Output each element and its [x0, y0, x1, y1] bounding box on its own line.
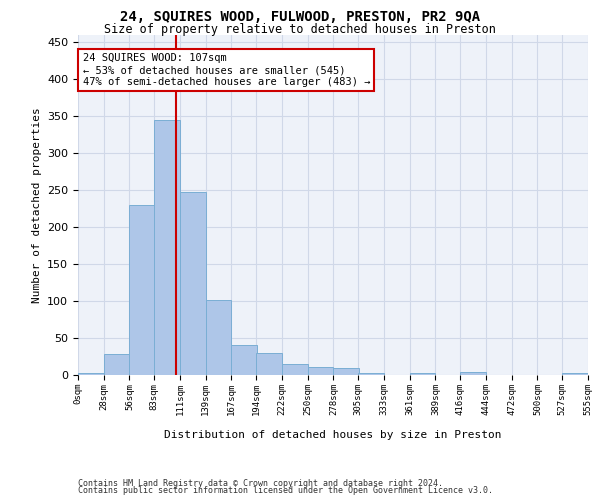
Bar: [460, 372, 486, 375]
Bar: [282, 364, 308, 375]
Bar: [130, 205, 155, 375]
Bar: [206, 300, 232, 375]
Bar: [104, 354, 130, 375]
Text: 24 SQUIRES WOOD: 107sqm
← 53% of detached houses are smaller (545)
47% of semi-d: 24 SQUIRES WOOD: 107sqm ← 53% of detache…: [83, 54, 370, 86]
Bar: [358, 373, 384, 375]
Bar: [154, 120, 180, 375]
Bar: [78, 373, 104, 375]
Bar: [334, 368, 359, 375]
Bar: [180, 192, 206, 375]
Text: Size of property relative to detached houses in Preston: Size of property relative to detached ho…: [104, 22, 496, 36]
Y-axis label: Number of detached properties: Number of detached properties: [32, 107, 41, 303]
Text: Distribution of detached houses by size in Preston: Distribution of detached houses by size …: [164, 430, 502, 440]
Text: Contains HM Land Registry data © Crown copyright and database right 2024.: Contains HM Land Registry data © Crown c…: [78, 478, 443, 488]
Bar: [232, 344, 257, 375]
Bar: [308, 367, 334, 375]
Bar: [410, 373, 436, 375]
Text: Contains public sector information licensed under the Open Government Licence v3: Contains public sector information licen…: [78, 486, 493, 495]
Bar: [562, 373, 588, 375]
Text: 24, SQUIRES WOOD, FULWOOD, PRESTON, PR2 9QA: 24, SQUIRES WOOD, FULWOOD, PRESTON, PR2 …: [120, 10, 480, 24]
Bar: [256, 353, 282, 375]
